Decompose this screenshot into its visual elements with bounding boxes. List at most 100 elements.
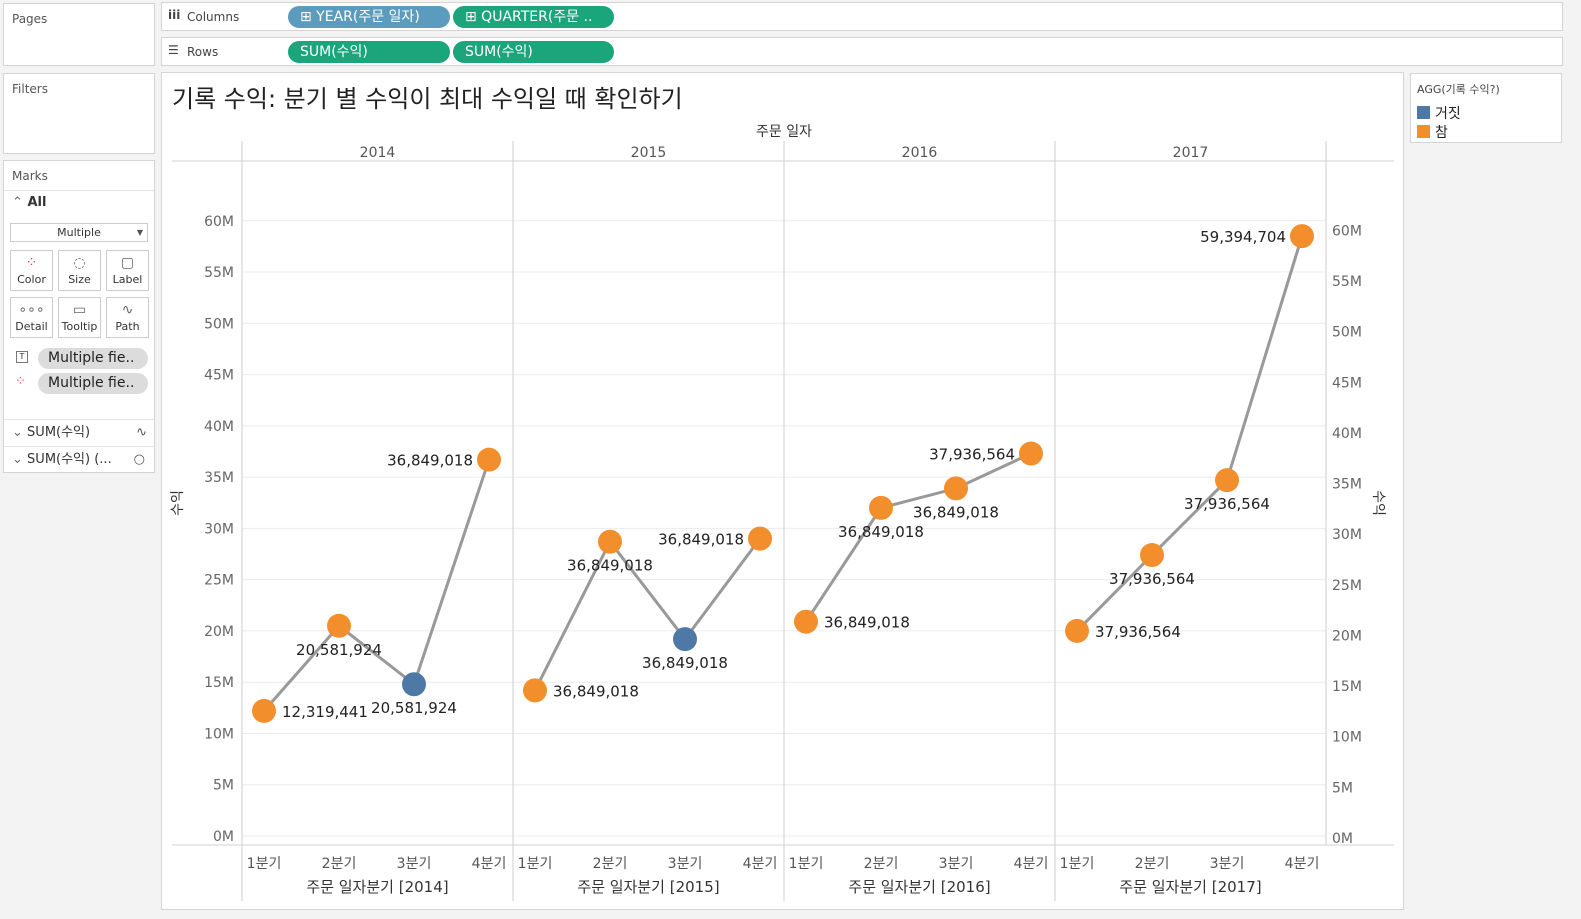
chevron-up-icon: ⌃ [12, 195, 23, 210]
marks-card: Marks ⌃ All Multiple ▼ ⁘ Color ◌ Size ▢ … [3, 160, 155, 473]
detail-button[interactable]: ∘∘∘ Detail [10, 297, 53, 338]
measure-row-circle[interactable]: ⌄ SUM(수익) (... ○ [4, 446, 155, 472]
x-tick-label: 1분기 [1060, 856, 1095, 872]
data-label: 20,581,924 [296, 641, 382, 659]
x-axis-title: 주문 일자분기 [2016] [848, 878, 990, 896]
data-point [1019, 441, 1043, 466]
y-tick-label-right: 20M [1332, 628, 1362, 644]
circle-mark-icon: ○ [133, 452, 145, 467]
y-axis-title-left: 수익 [170, 490, 186, 516]
x-axis-title: 주문 일자분기 [2014] [306, 878, 448, 896]
data-label: 36,849,018 [567, 557, 653, 575]
y-tick-label-left: 40M [204, 419, 234, 435]
y-tick-label-right: 45M [1332, 375, 1362, 391]
color-field-icon: ⁘ [15, 374, 26, 389]
year-header: 2014 [360, 145, 396, 161]
label-field-pill[interactable]: Multiple fie.. [38, 348, 148, 369]
rows-shelf[interactable]: ☰ Rows SUM(수익) SUM(수익) [161, 37, 1563, 66]
tooltip-button-label: Tooltip [61, 320, 98, 333]
label-button-label: Label [112, 273, 143, 286]
columns-label: Columns [187, 10, 240, 24]
x-tick-label: 3분기 [939, 856, 974, 872]
x-tick-label: 3분기 [1210, 856, 1245, 872]
pages-title: Pages [12, 12, 48, 26]
x-tick-label: 4분기 [1285, 856, 1320, 872]
y-tick-label-left: 30M [204, 521, 234, 537]
chevron-down-icon: ⌄ [12, 452, 23, 467]
label-button[interactable]: ▢ Label [106, 250, 149, 291]
series-line [262, 459, 491, 712]
year-pill[interactable]: ⊞ YEAR(주문 일자) [288, 6, 450, 28]
x-tick-label: 1분기 [518, 856, 553, 872]
tooltip-button[interactable]: ▭ Tooltip [58, 297, 101, 338]
series-line [1075, 235, 1304, 632]
x-tick-label: 2분기 [322, 856, 357, 872]
path-button-label: Path [115, 320, 140, 333]
x-tick-label: 4분기 [472, 856, 507, 872]
legend-title: AGG(기록 수익?) [1417, 83, 1500, 96]
chart-svg: 기록 수익: 분기 별 수익이 최대 수익일 때 확인하기 주문 일자 수익 수… [170, 85, 1394, 901]
data-label: 36,849,018 [387, 452, 473, 470]
y-tick-label-right: 60M [1332, 223, 1362, 239]
y-axis-title-right: 수익 [1370, 490, 1386, 516]
filters-panel[interactable]: Filters [3, 73, 155, 154]
y-tick-label-right: 55M [1332, 274, 1362, 290]
pages-panel[interactable]: Pages [3, 3, 155, 66]
marks-all-row[interactable]: ⌃ All [4, 190, 154, 214]
data-point [477, 447, 501, 472]
x-tick-label: 2분기 [1135, 856, 1170, 872]
data-point [1290, 224, 1314, 249]
text-label-icon: ▢ [120, 255, 135, 271]
series-line [533, 537, 762, 692]
mark-type-select[interactable]: Multiple ▼ [10, 223, 148, 242]
color-legend[interactable]: AGG(기록 수익?) 거짓 참 [1410, 73, 1562, 143]
data-point [869, 495, 893, 520]
year-header: 2015 [631, 145, 667, 161]
data-label: 12,319,441 [282, 703, 368, 721]
quarter-pill[interactable]: ⊞ QUARTER(주문 .. [453, 6, 614, 28]
filters-title: Filters [12, 82, 48, 96]
x-tick-label: 1분기 [789, 856, 824, 872]
data-point [794, 609, 818, 634]
data-label: 37,936,564 [1095, 623, 1181, 641]
year-header: 2016 [902, 145, 938, 161]
sum-revenue-pill-2[interactable]: SUM(수익) [453, 41, 614, 63]
x-tick-label: 2분기 [593, 856, 628, 872]
size-button[interactable]: ◌ Size [58, 250, 101, 291]
x-tick-label: 2분기 [864, 856, 899, 872]
detail-icon: ∘∘∘ [18, 302, 45, 318]
x-tick-label: 1분기 [247, 856, 282, 872]
data-point [748, 526, 772, 551]
legend-label-false: 거짓 [1435, 106, 1461, 122]
x-axis-title: 주문 일자분기 [2015] [577, 878, 719, 896]
color-field-pill[interactable]: Multiple fie.. [38, 373, 148, 394]
y-tick-label-right: 15M [1332, 679, 1362, 695]
chevron-down-icon: ⌄ [12, 425, 23, 440]
data-label: 20,581,924 [371, 699, 457, 717]
data-point [1140, 543, 1164, 568]
y-tick-label-right: 35M [1332, 477, 1362, 493]
marks-title: Marks [12, 169, 48, 183]
y-tick-label-left: 55M [204, 265, 234, 281]
columns-shelf[interactable]: iii Columns ⊞ YEAR(주문 일자) ⊞ QUARTER(주문 .… [161, 2, 1563, 31]
measure-circle-label: SUM(수익) (... [27, 452, 112, 467]
size-button-label: Size [68, 273, 91, 286]
size-icon: ◌ [73, 255, 86, 271]
x-tick-label: 3분기 [668, 856, 703, 872]
y-tick-label-left: 0M [213, 829, 234, 845]
data-label: 36,849,018 [824, 614, 910, 632]
measure-row-line[interactable]: ⌄ SUM(수익) ∿ [4, 419, 155, 445]
path-button[interactable]: ∿ Path [106, 297, 149, 338]
data-label: 36,849,018 [658, 531, 744, 549]
legend-swatch-true [1417, 125, 1430, 138]
color-button[interactable]: ⁘ Color [10, 250, 53, 291]
data-point [402, 672, 426, 697]
rows-icon: ☰ [168, 43, 179, 57]
y-tick-label-left: 60M [204, 214, 234, 230]
y-tick-label-right: 25M [1332, 578, 1362, 594]
data-label: 36,849,018 [642, 654, 728, 672]
line-mark-icon: ∿ [136, 425, 147, 440]
y-tick-label-right: 30M [1332, 527, 1362, 543]
sum-revenue-pill-1[interactable]: SUM(수익) [288, 41, 450, 63]
columns-icon: iii [168, 8, 181, 22]
